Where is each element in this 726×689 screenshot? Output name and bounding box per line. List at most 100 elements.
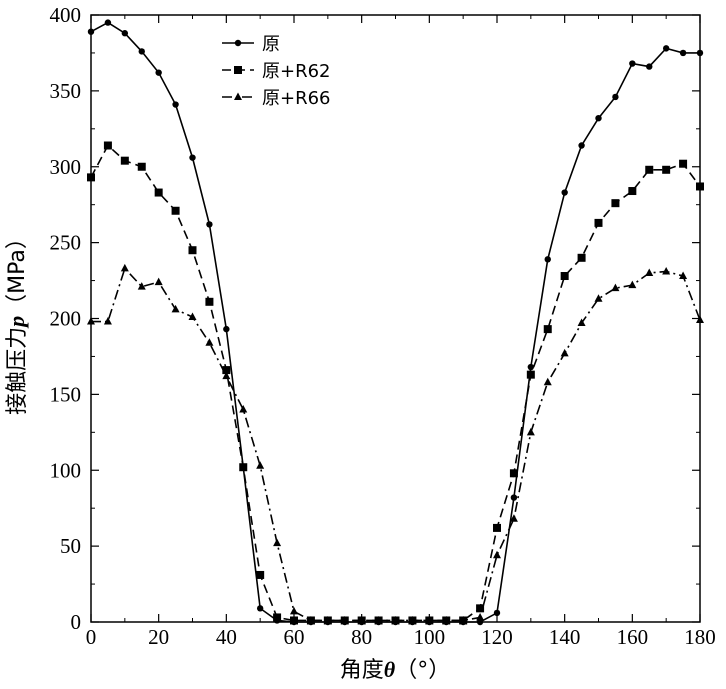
y-axis-title-symbol: p (4, 316, 29, 329)
data-point (696, 49, 704, 57)
x-tick-label: 40 (216, 625, 237, 649)
data-point (290, 616, 298, 625)
data-point (645, 165, 654, 174)
data-point (577, 318, 586, 327)
data-point (273, 538, 282, 547)
data-point (493, 523, 501, 532)
data-point (628, 187, 637, 196)
series-line (90, 144, 701, 622)
data-point (425, 615, 434, 624)
data-point (137, 162, 146, 171)
data-point (662, 266, 671, 275)
data-point (120, 156, 129, 165)
data-point (103, 317, 112, 325)
data-point (239, 463, 248, 472)
data-point (696, 182, 704, 191)
data-point (527, 363, 535, 371)
data-point (188, 246, 197, 255)
x-tick-label: 120 (481, 625, 513, 649)
data-point (476, 604, 485, 613)
x-tick-label: 180 (684, 625, 716, 649)
data-point (256, 570, 265, 579)
data-point (206, 221, 213, 228)
data-point (323, 615, 332, 624)
data-point (493, 609, 501, 617)
data-point (205, 338, 214, 346)
data-point (543, 377, 552, 386)
data-point (172, 101, 179, 108)
data-point (154, 277, 163, 286)
data-point (645, 268, 654, 276)
y-tick-label: 100 (50, 458, 82, 482)
y-tick-label: 300 (50, 155, 82, 179)
data-point (594, 294, 603, 302)
data-point (154, 188, 163, 197)
legend-marker (234, 92, 242, 100)
data-point (578, 142, 585, 149)
data-point (103, 141, 112, 150)
series-3 (87, 263, 704, 624)
data-point (509, 469, 518, 478)
data-point (374, 615, 383, 624)
data-point (509, 514, 518, 522)
y-axis-title-unit: （MPa） (5, 227, 30, 316)
data-point (493, 550, 501, 559)
y-tick-label: 350 (50, 79, 82, 103)
data-point (476, 612, 485, 621)
y-tick-label: 0 (71, 610, 82, 634)
x-tick-label: 160 (617, 625, 649, 649)
data-point (256, 605, 264, 612)
x-tick-label: 0 (86, 625, 97, 649)
y-tick-label: 200 (50, 307, 82, 331)
data-point (611, 199, 620, 208)
data-point (87, 28, 95, 35)
data-point (442, 615, 451, 624)
data-point (290, 606, 298, 615)
y-tick-label: 150 (50, 382, 82, 406)
legend-label: 原+R66 (262, 88, 331, 109)
legend-item-2: 原+R62 (222, 61, 331, 82)
y-tick-label: 400 (50, 3, 82, 27)
data-point (171, 206, 180, 215)
data-point (577, 253, 586, 262)
data-point (544, 256, 551, 263)
data-point (222, 366, 231, 375)
x-tick-label: 60 (284, 625, 305, 649)
data-point (239, 405, 248, 413)
legend-item-3: 原+R66 (222, 88, 331, 109)
data-point (679, 49, 687, 57)
series-line (91, 266, 701, 622)
data-point (357, 615, 366, 624)
y-tick-label: 50 (60, 534, 81, 558)
x-axis: 0 20 40 60 80 100 120 140 160 180 (86, 15, 716, 649)
data-point (137, 282, 146, 290)
data-point (189, 154, 196, 161)
data-point (594, 218, 603, 227)
data-point (662, 165, 671, 174)
data-point (223, 325, 230, 333)
x-tick-label: 80 (351, 625, 372, 649)
x-tick-label: 140 (549, 625, 581, 649)
data-point (408, 615, 417, 624)
data-point (560, 348, 569, 357)
series-line (90, 21, 700, 623)
data-point (629, 60, 636, 67)
data-point (646, 63, 653, 70)
data-point (121, 30, 129, 37)
data-point (510, 494, 518, 501)
y-tick-label: 250 (50, 231, 82, 255)
series-2 (87, 141, 704, 625)
data-point (87, 173, 95, 182)
x-tick-label: 20 (148, 625, 169, 649)
x-tick-label: 100 (414, 625, 446, 649)
data-point (662, 45, 670, 52)
legend-marker (234, 66, 242, 74)
data-point (561, 189, 568, 196)
y-axis-title-part-1: 接触压力 (5, 327, 30, 415)
x-axis-title-part-1: 角度 (340, 658, 384, 683)
data-point (560, 272, 569, 281)
data-point (679, 271, 688, 280)
data-point (188, 312, 197, 320)
data-point (104, 19, 112, 26)
